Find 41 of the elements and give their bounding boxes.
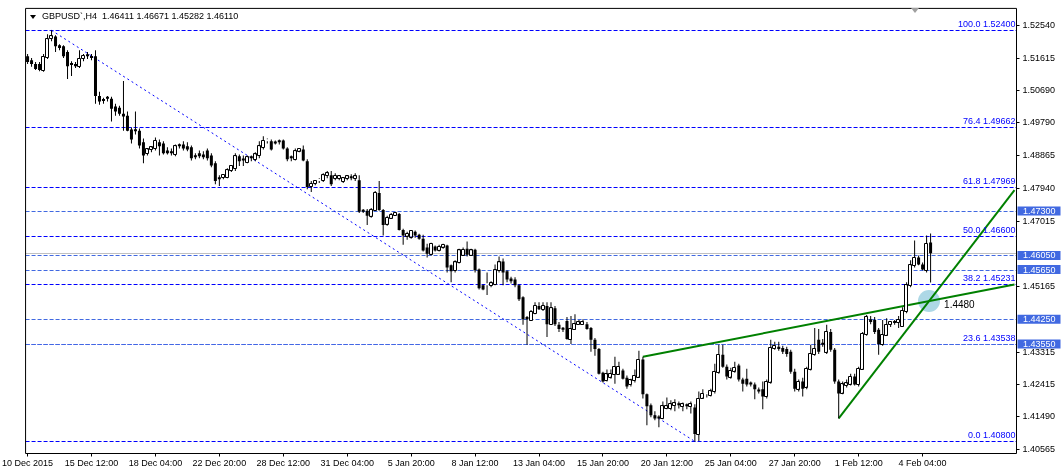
annotation: 61.8 1.47969: [962, 175, 1016, 186]
y-tick-label: 1.50690: [1022, 85, 1056, 96]
y-tick-label: 1.52540: [1022, 19, 1056, 30]
ref-line-label: 1.44250: [1023, 314, 1056, 325]
annotation: 1.4480: [944, 298, 976, 310]
annotation: 100.0 1.52400: [957, 18, 1016, 29]
x-tick-label: 20 Jan 12:00: [640, 458, 693, 469]
y-tick-label: 1.48865: [1022, 150, 1056, 161]
y-tick-label: 1.41490: [1022, 411, 1056, 422]
annotation: 38.2 1.45231: [962, 272, 1016, 283]
ref-line-label: 1.47300: [1023, 206, 1056, 217]
x-tick-label: 4 Feb 04:00: [898, 458, 947, 469]
x-tick-label: 13 Jan 04:00: [512, 458, 566, 469]
annotation: 23.6 1.43538: [962, 332, 1016, 343]
y-tick-label: 1.51615: [1022, 52, 1056, 63]
annotation: 50.0 1.46600: [962, 224, 1016, 235]
y-tick-label: 1.42415: [1022, 378, 1056, 389]
x-tick-label: 8 Jan 12:00: [451, 458, 499, 469]
x-tick-label: 25 Jan 04:00: [704, 458, 757, 469]
y-tick-label: 1.45165: [1022, 281, 1056, 292]
x-tick-label: 18 Dec 04:00: [128, 458, 183, 469]
x-tick-label: 31 Dec 04:00: [320, 458, 374, 469]
ref-line-label: 1.43550: [1023, 338, 1056, 349]
annotation: 0.0 1.40800: [967, 429, 1016, 440]
x-tick-label: 15 Dec 12:00: [64, 458, 119, 469]
annotation: 76.4 1.49662: [962, 115, 1016, 126]
x-tick-label: 28 Dec 12:00: [256, 458, 311, 469]
ref-line-label: 1.45650: [1023, 264, 1056, 275]
x-tick-label: 15 Jan 20:00: [576, 458, 629, 469]
x-tick-label: 22 Dec 20:00: [192, 458, 247, 469]
ref-line-label: 1.46050: [1023, 250, 1056, 261]
y-tick-label: 1.47940: [1022, 182, 1056, 193]
y-tick-label: 1.43315: [1022, 346, 1056, 357]
y-tick-label: 1.40565: [1022, 444, 1056, 455]
x-tick-label: 10 Dec 2015: [2, 458, 54, 469]
x-tick-label: 1 Feb 12:00: [834, 458, 883, 469]
y-tick-label: 1.47015: [1022, 215, 1056, 226]
chart-title: GBPUSD`,H4 1.46411 1.46671 1.45282 1.46110: [42, 10, 239, 21]
x-tick-label: 5 Jan 20:00: [387, 458, 435, 469]
x-tick-label: 27 Jan 20:00: [768, 458, 821, 469]
y-tick-label: 1.49790: [1022, 117, 1056, 128]
